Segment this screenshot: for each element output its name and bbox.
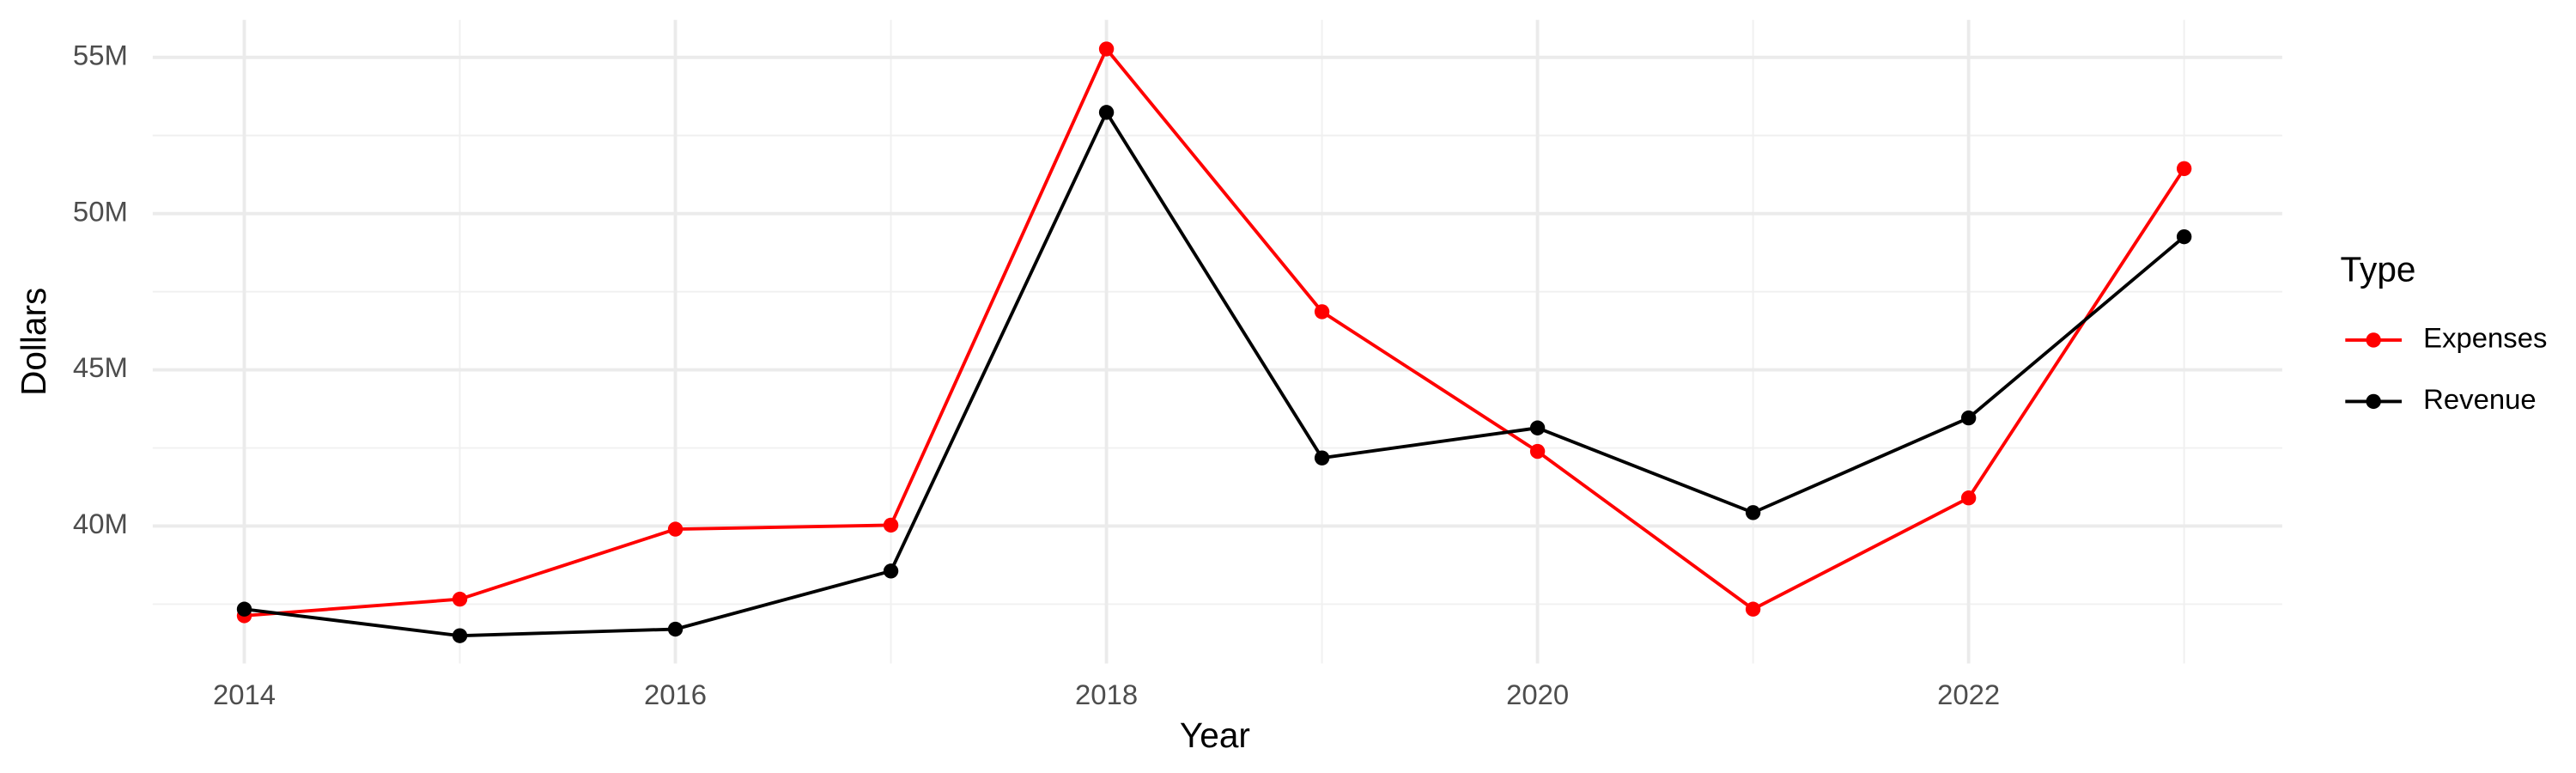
y-axis-title: Dollars bbox=[14, 288, 53, 396]
series-line bbox=[244, 108, 2185, 638]
legend-label: Revenue bbox=[2423, 383, 2536, 415]
x-tick-label: 2022 bbox=[1937, 679, 2000, 710]
x-tick-label: 2016 bbox=[644, 679, 707, 710]
x-axis-title: Year bbox=[1180, 715, 1250, 755]
data-point bbox=[1314, 304, 1330, 320]
x-tick-label: 2020 bbox=[1506, 679, 1569, 710]
legend-key-point bbox=[2366, 332, 2381, 348]
legend-key-point bbox=[2366, 393, 2381, 410]
y-tick-label: 45M bbox=[73, 351, 128, 383]
data-point bbox=[1529, 420, 1546, 435]
data-point bbox=[452, 591, 468, 607]
data-point bbox=[2176, 228, 2192, 245]
legend-title: Type bbox=[2341, 249, 2416, 289]
data-point bbox=[2176, 161, 2192, 177]
data-point bbox=[667, 621, 683, 637]
data-point bbox=[1098, 105, 1115, 120]
data-point bbox=[667, 521, 683, 537]
data-point bbox=[1745, 505, 1761, 520]
data-point bbox=[883, 517, 899, 533]
y-tick-label: 40M bbox=[73, 508, 128, 539]
data-point bbox=[1745, 601, 1761, 617]
x-tick-label: 2014 bbox=[213, 679, 276, 710]
y-tick-label: 55M bbox=[73, 40, 128, 71]
data-point bbox=[1960, 490, 1977, 506]
data-point bbox=[1529, 443, 1546, 460]
data-point bbox=[1314, 450, 1330, 466]
data-point bbox=[1098, 41, 1115, 57]
data-point bbox=[1960, 410, 1977, 426]
x-tick-label: 2018 bbox=[1075, 679, 1138, 710]
legend-label: Expenses bbox=[2423, 322, 2547, 354]
series-line bbox=[244, 46, 2186, 618]
data-point bbox=[883, 563, 899, 579]
data-point bbox=[236, 601, 252, 617]
y-tick-label: 50M bbox=[73, 195, 128, 227]
data-point bbox=[452, 628, 468, 643]
